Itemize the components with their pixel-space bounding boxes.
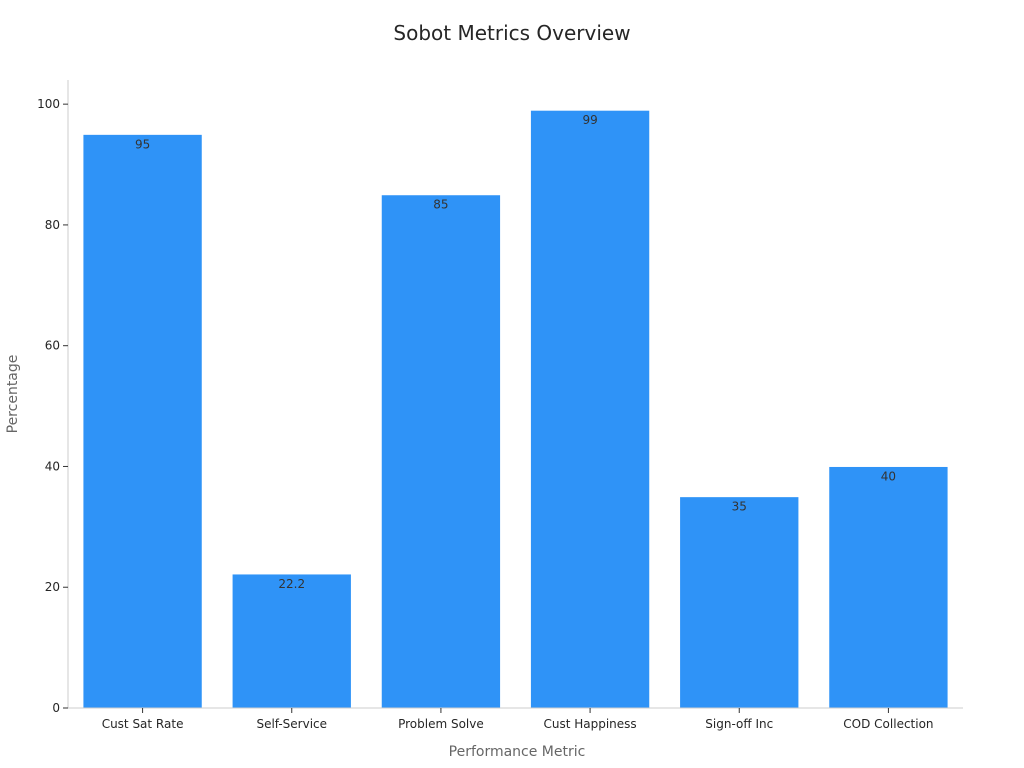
x-axis-label: Performance Metric: [449, 744, 586, 760]
bar-value-label: 95: [135, 137, 150, 151]
x-tick-label: Sign-off Inc: [705, 717, 773, 731]
y-tick-label: 80: [45, 218, 60, 232]
x-tick-label: Self-Service: [256, 717, 327, 731]
bar-value-label: 99: [582, 113, 597, 127]
y-tick-label: 60: [45, 339, 60, 353]
y-tick-label: 20: [45, 580, 60, 594]
bars-layer: 95 22.2 85 99 35 40: [82, 109, 949, 709]
bar-value-label: 85: [433, 198, 448, 212]
bar: [828, 465, 949, 709]
bar: [529, 109, 651, 709]
bar: [231, 573, 352, 709]
x-tick-label: Cust Happiness: [543, 717, 636, 731]
y-tick-label: 0: [52, 701, 60, 715]
bar: [679, 496, 800, 709]
bar-value-label: 22.2: [278, 577, 305, 591]
chart-title: Sobot Metrics Overview: [393, 21, 630, 45]
bar-value-label: 40: [881, 469, 896, 483]
axes-layer: 0 20 40 60 80 100 Cust Sat Rate Self-Service Pro…: [37, 80, 963, 731]
y-axis-label: Percentage: [5, 355, 21, 434]
y-tick-label: 40: [45, 459, 60, 473]
x-tick-label: Cust Sat Rate: [102, 717, 184, 731]
bar: [380, 194, 502, 709]
bar-value-label: 35: [732, 500, 747, 514]
bar: [82, 133, 203, 709]
x-tick-label: COD Collection: [843, 717, 933, 731]
x-tick-label: Problem Solve: [398, 717, 484, 731]
y-tick-label: 100: [37, 97, 60, 111]
